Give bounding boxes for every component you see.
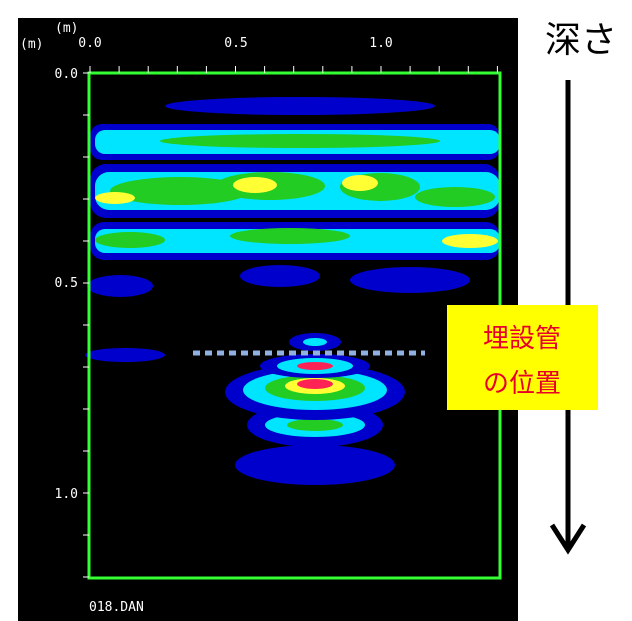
y-tick-label: 0.0 bbox=[55, 67, 78, 82]
x-axis-unit: (m) bbox=[55, 21, 78, 36]
y-tick-label: 1.0 bbox=[55, 487, 78, 502]
file-name: 018.DAN bbox=[89, 600, 144, 615]
depth-label: 深さ bbox=[545, 20, 617, 61]
pipe-label-line: 埋設管 bbox=[483, 324, 561, 354]
y-axis-unit: (m) bbox=[20, 37, 43, 52]
screenshot: (m) (m) 0.0 0.5 1.0 0.0 0.5 1.0 018.DAN … bbox=[0, 0, 632, 621]
y-tick-label: 0.5 bbox=[55, 276, 78, 291]
x-tick-label: 0.5 bbox=[224, 36, 247, 51]
pipe-label-line: の位置 bbox=[483, 369, 561, 399]
x-tick-label: 1.0 bbox=[369, 36, 392, 51]
x-tick-label: 0.0 bbox=[78, 36, 101, 51]
